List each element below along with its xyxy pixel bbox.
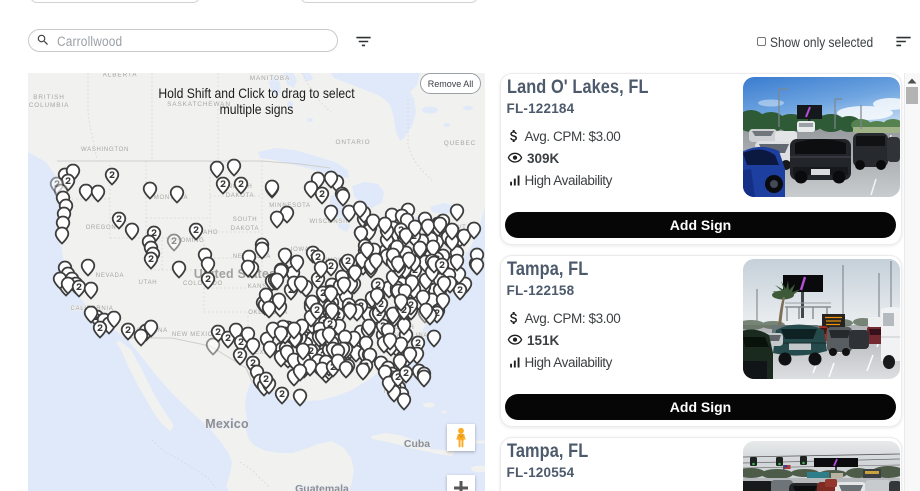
svg-text:MINNESOTA: MINNESOTA	[269, 203, 311, 209]
svg-text:SASKATCHEWAN: SASKATCHEWAN	[167, 101, 231, 108]
svg-text:KANSAS: KANSAS	[248, 284, 277, 290]
svg-text:SOUTH: SOUTH	[233, 217, 258, 223]
svg-text:Mexico: Mexico	[205, 417, 249, 431]
svg-text:Cuba: Cuba	[404, 438, 430, 450]
svg-text:WISCONSIN: WISCONSIN	[310, 219, 351, 225]
svg-text:VT: VT	[457, 225, 466, 231]
svg-text:QUEBEC: QUEBEC	[444, 140, 476, 147]
svg-text:MANITOBA: MANITOBA	[250, 75, 290, 82]
svg-text:WYOMING: WYOMING	[170, 238, 205, 244]
svg-text:OREGON: OREGON	[86, 225, 117, 231]
svg-text:ALBERTA: ALBERTA	[103, 73, 138, 79]
svg-text:DAKOTA: DAKOTA	[226, 193, 254, 199]
svg-text:ONTARIO: ONTARIO	[336, 139, 371, 146]
svg-text:IOWA: IOWA	[291, 247, 310, 253]
svg-text:WASHINGTON: WASHINGTON	[81, 147, 129, 153]
svg-text:DAKOTA: DAKOTA	[231, 226, 259, 232]
svg-text:IDAHO: IDAHO	[196, 230, 219, 236]
svg-text:F: F	[384, 389, 388, 395]
svg-text:MONTANA: MONTANA	[154, 195, 188, 201]
svg-text:TEXAS: TEXAS	[250, 350, 273, 356]
svg-text:COLUMBIA: COLUMBIA	[29, 102, 70, 109]
svg-text:NEW MEXICO: NEW MEXICO	[172, 332, 218, 338]
svg-text:UTAH: UTAH	[139, 280, 158, 286]
svg-text:BRITISH: BRITISH	[33, 94, 65, 101]
svg-text:Guatemala: Guatemala	[295, 483, 349, 491]
svg-text:NEVADA: NEVADA	[96, 273, 124, 279]
